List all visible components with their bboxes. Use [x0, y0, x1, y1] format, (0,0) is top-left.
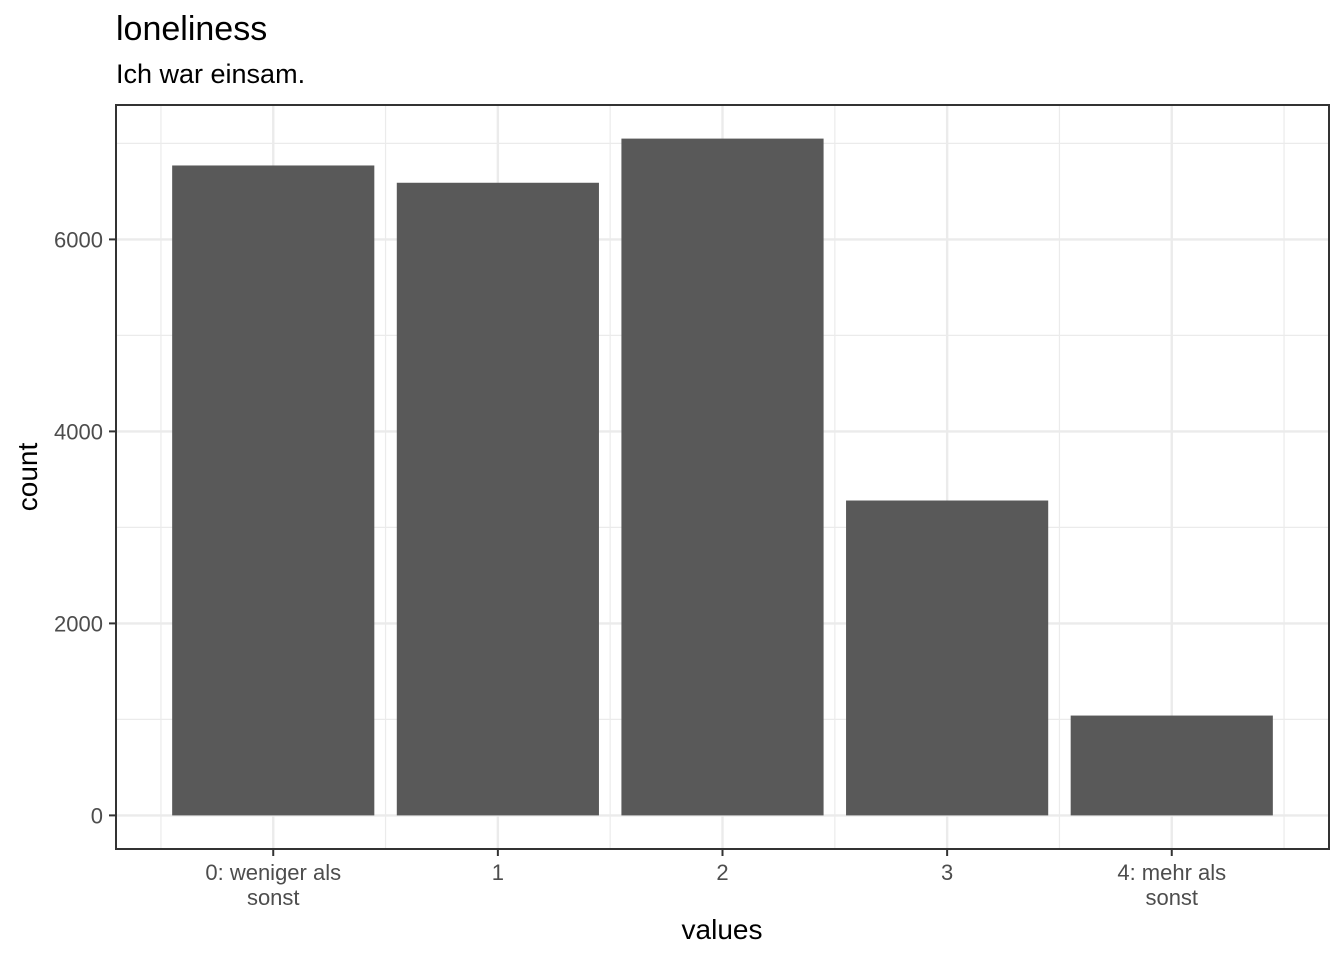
y-tick-label: 4000: [54, 419, 103, 444]
y-tick-label: 6000: [54, 227, 103, 252]
y-axis-title: count: [12, 443, 43, 512]
x-tick-label: 0: weniger als sonst: [205, 860, 341, 910]
bars: [172, 138, 1273, 816]
chart-subtitle: Ich war einsam.: [116, 59, 305, 89]
y-tick-label: 2000: [54, 611, 103, 636]
chart-title: loneliness: [116, 10, 267, 48]
x-tick-label: 1: [492, 860, 504, 885]
x-axis-title: values: [682, 914, 763, 945]
bar: [621, 138, 824, 816]
bar: [1070, 715, 1273, 816]
bar: [846, 500, 1049, 816]
x-tick-label: 3: [941, 860, 953, 885]
bar: [172, 165, 375, 816]
bar: [396, 182, 599, 816]
panel-border: [115, 104, 1330, 850]
x-tick-label: 2: [716, 860, 728, 885]
x-tick-label: 4: mehr als sonst: [1117, 860, 1226, 910]
y-tick-label: 0: [91, 803, 103, 828]
axes: 0 2000 4000 6000 0: weniger als sonst 1 2 3 4: me…: [54, 227, 1226, 910]
